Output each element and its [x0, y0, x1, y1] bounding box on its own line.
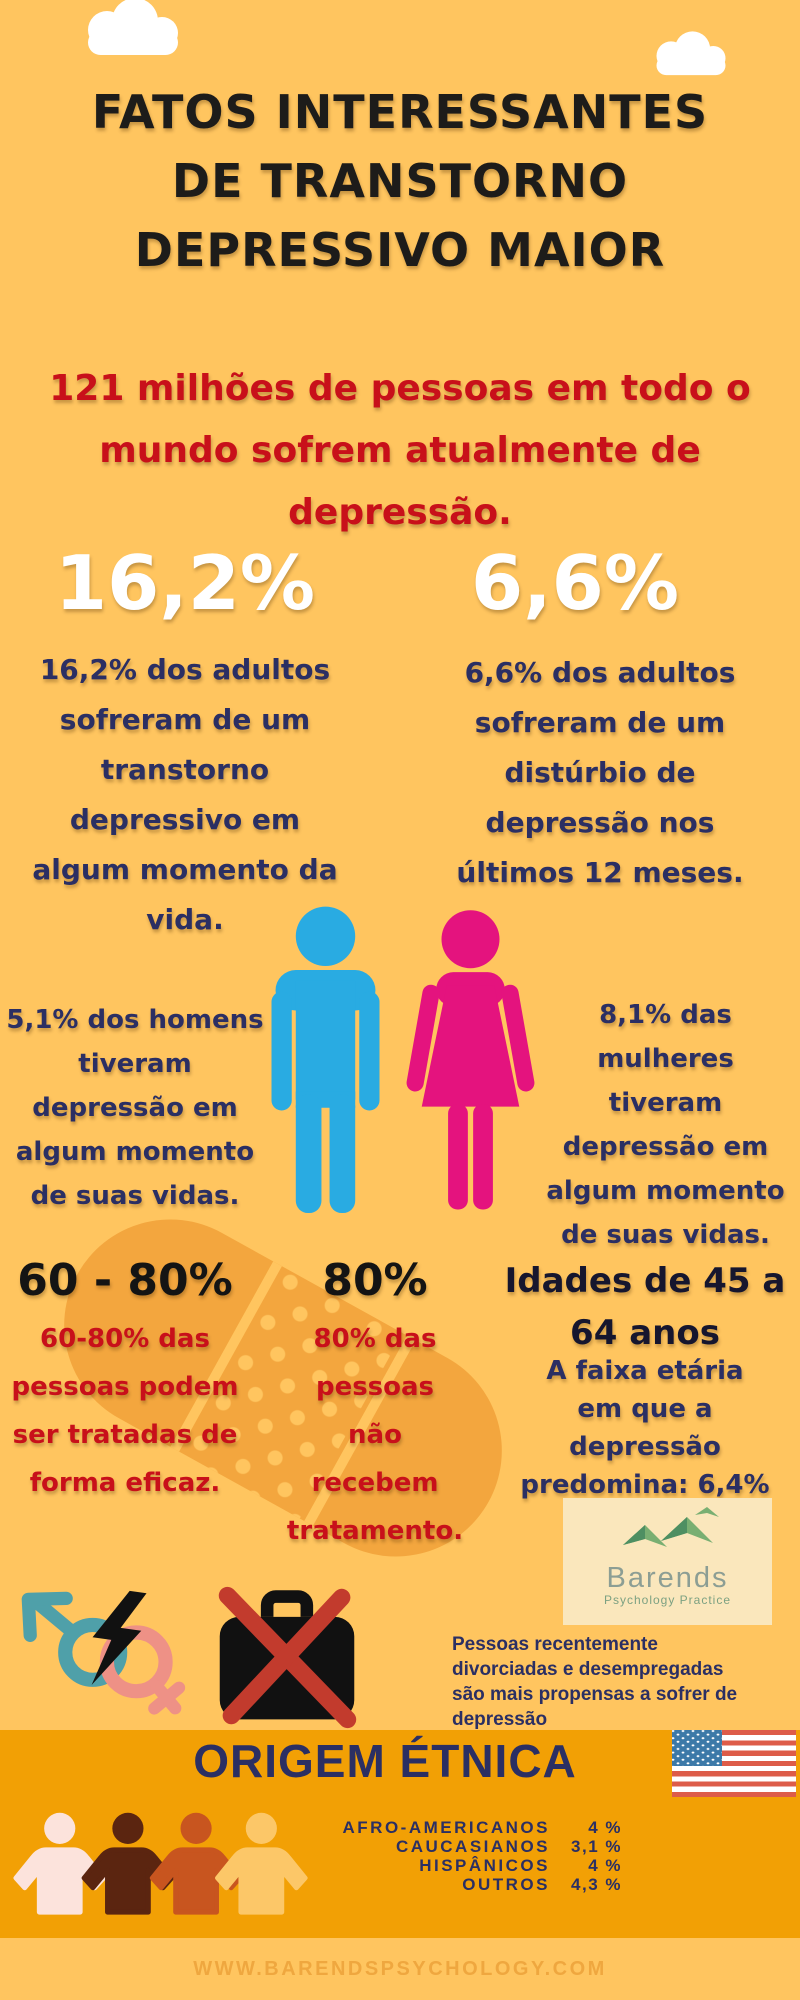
- briefcase-icon: [218, 1586, 357, 1729]
- ethnicity-table: AFRO-AMERICANOS 4 % CAUCASIANOS 3,1 % HI…: [330, 1818, 622, 1894]
- person-icon: [13, 1812, 106, 1915]
- ethnicity-label: OUTROS: [462, 1875, 550, 1894]
- ethnicity-row: CAUCASIANOS 3,1 %: [330, 1837, 622, 1856]
- ethnicity-title: ORIGEM ÉTNICA: [193, 1735, 577, 1787]
- women-stat-text: 8,1% das mulheres tiveram depressão em a…: [546, 1000, 785, 1250]
- cloud-icon: [656, 31, 726, 76]
- logo-barends: Barends Psychology Practice: [563, 1498, 772, 1625]
- logo-birds-icon: [622, 1507, 719, 1547]
- footer: WWW.BARENDSPSYCHOLOGY.COM: [0, 1938, 800, 2000]
- ethnicity-label: HISPÂNICOS: [419, 1856, 550, 1875]
- age-range-text: A faixa etária em que a depressão predom…: [520, 1356, 770, 1500]
- website-text: WWW.BARENDSPSYCHOLOGY.COM: [193, 1958, 607, 1980]
- lightning-icon: [91, 1590, 147, 1685]
- logo-tagline: Psychology Practice: [603, 1593, 732, 1607]
- lifetime-stat-text: 16,2% dos adultos sofreram de um transto…: [32, 653, 338, 936]
- subtitle: 121 milhões de pessoas em todo o mundo s…: [49, 368, 751, 533]
- men-stat-text: 5,1% dos homens tiveram depressão em alg…: [6, 1005, 264, 1211]
- woman-icon: [406, 910, 535, 1210]
- person-icon: [149, 1812, 243, 1915]
- ethnicity-label: AFRO-AMERICANOS: [342, 1818, 550, 1837]
- flag-canton: [672, 1730, 722, 1766]
- ethnicity-label: CAUCASIANOS: [395, 1837, 550, 1856]
- ethnicity-row: HISPÂNICOS 4 %: [330, 1856, 622, 1875]
- ethnicity-value: 4,3 %: [571, 1875, 622, 1894]
- untreated-value: 80%: [322, 1255, 428, 1306]
- person-icon: [81, 1812, 175, 1915]
- untreated-text: 80% das pessoas não recebem tratamento.: [286, 1324, 464, 1546]
- ethnicity-value: 4 %: [588, 1856, 622, 1875]
- people-icons: [13, 1812, 308, 1915]
- ethnicity-value: 4 %: [588, 1818, 622, 1837]
- ethnicity-row: AFRO-AMERICANOS 4 %: [330, 1818, 622, 1837]
- treatable-value: 60 - 80%: [17, 1255, 233, 1306]
- lifetime-stat-value: 16,2%: [54, 539, 316, 627]
- cloud-icon: [88, 0, 178, 55]
- risk-note: Pessoas recentemente divorciadas e desem…: [452, 1634, 738, 1730]
- person-icon: [215, 1812, 308, 1915]
- twelve-month-stat-value: 6,6%: [470, 539, 679, 627]
- ethnicity-value: 3,1 %: [571, 1837, 622, 1856]
- age-range-title: Idades de 45 a 64 anos: [504, 1261, 786, 1353]
- us-flag-icon: [672, 1730, 796, 1797]
- logo-name: Barends: [606, 1562, 729, 1594]
- man-icon: [271, 906, 380, 1214]
- twelve-month-stat-text: 6,6% dos adultos sofreram de um distúrbi…: [456, 656, 744, 889]
- ethnicity-row: OUTROS 4,3 %: [330, 1875, 622, 1894]
- gender-symbols-icon: [21, 1590, 186, 1715]
- page-title: FATOS INTERESSANTES DE TRANSTORNO DEPRES…: [91, 85, 709, 277]
- x-mark-icon: [218, 1586, 357, 1729]
- treatable-text: 60-80% das pessoas podem ser tratadas de…: [11, 1324, 239, 1498]
